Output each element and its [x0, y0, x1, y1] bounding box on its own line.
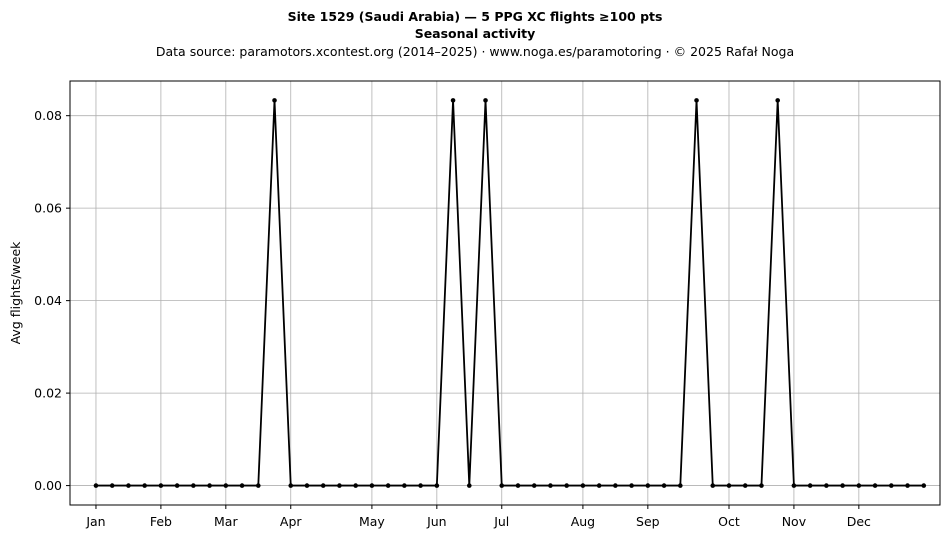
data-point — [93, 483, 99, 488]
data-point — [158, 483, 164, 488]
y-tick-label: 0.02 — [34, 386, 62, 401]
data-point — [402, 483, 407, 488]
data-point — [775, 98, 780, 103]
data-point — [596, 483, 602, 488]
y-tick-label: 0.00 — [34, 478, 62, 493]
x-tick-label: Sep — [636, 514, 660, 529]
data-point — [807, 483, 813, 488]
data-point — [174, 483, 180, 488]
y-tick-label: 0.08 — [34, 108, 62, 123]
data-point — [742, 483, 748, 488]
data-point — [921, 483, 927, 488]
data-point — [677, 483, 683, 488]
data-point — [694, 98, 699, 103]
data-point — [255, 483, 261, 488]
data-point — [824, 483, 829, 488]
data-point — [109, 483, 115, 488]
data-point — [564, 483, 569, 488]
data-point — [531, 483, 537, 488]
chart-title: Site 1529 (Saudi Arabia) — 5 PPG XC flig… — [288, 9, 663, 24]
data-point — [759, 483, 764, 488]
data-point — [645, 483, 651, 488]
data-point — [905, 483, 910, 488]
data-point — [515, 483, 521, 488]
data-point — [223, 483, 229, 488]
x-tick-label: Dec — [847, 514, 871, 529]
data-point — [450, 98, 456, 103]
data-point — [466, 483, 472, 488]
y-tick-label: 0.04 — [34, 293, 62, 308]
data-point — [629, 483, 634, 488]
data-point — [272, 98, 277, 103]
series-layer — [93, 98, 927, 488]
data-point — [548, 483, 553, 488]
y-tick-label: 0.06 — [34, 201, 62, 216]
x-tick-label: Aug — [571, 514, 595, 529]
x-tick-label: Oct — [718, 514, 740, 529]
data-point — [418, 483, 423, 488]
data-point — [369, 483, 375, 488]
data-point — [889, 483, 894, 488]
data-point — [207, 483, 212, 488]
data-point — [872, 483, 878, 488]
data-point — [385, 483, 391, 488]
data-point — [613, 483, 618, 488]
data-point — [791, 483, 797, 488]
x-tick-label: Apr — [280, 514, 302, 529]
data-point — [320, 483, 326, 488]
data-point — [840, 483, 845, 488]
data-point — [126, 483, 131, 488]
x-tick-label: Jun — [426, 514, 447, 529]
x-axis: Jan Feb Mar Apr May Jun Jul Aug Sep Oct Nov Dec — [85, 505, 871, 529]
series-line — [95, 100, 924, 487]
y-axis: 0.00 0.02 0.04 0.06 0.08 — [34, 108, 70, 493]
data-point — [483, 98, 488, 103]
data-point — [142, 483, 147, 488]
data-point — [710, 483, 716, 488]
data-point — [239, 483, 245, 488]
data-point — [434, 483, 440, 488]
y-axis-label: Avg flights/week — [8, 241, 23, 345]
data-point — [661, 483, 667, 488]
x-tick-label: Nov — [782, 514, 807, 529]
data-point — [288, 483, 294, 488]
data-point — [191, 483, 196, 488]
chart-subtitle: Seasonal activity — [415, 26, 536, 41]
chart-source: Data source: paramotors.xcontest.org (20… — [156, 44, 794, 59]
x-tick-label: Mar — [214, 514, 238, 529]
x-tick-label: Jul — [493, 514, 509, 529]
data-point — [499, 483, 505, 488]
plot-frame — [69, 80, 941, 506]
x-tick-label: Feb — [150, 514, 172, 529]
data-point — [580, 483, 586, 488]
x-tick-label: Jan — [85, 514, 105, 529]
data-point — [726, 483, 732, 488]
data-point — [856, 483, 862, 488]
data-point — [337, 483, 342, 488]
grid — [70, 81, 940, 505]
data-point — [353, 483, 358, 488]
data-point — [304, 483, 310, 488]
x-tick-label: May — [359, 514, 385, 529]
